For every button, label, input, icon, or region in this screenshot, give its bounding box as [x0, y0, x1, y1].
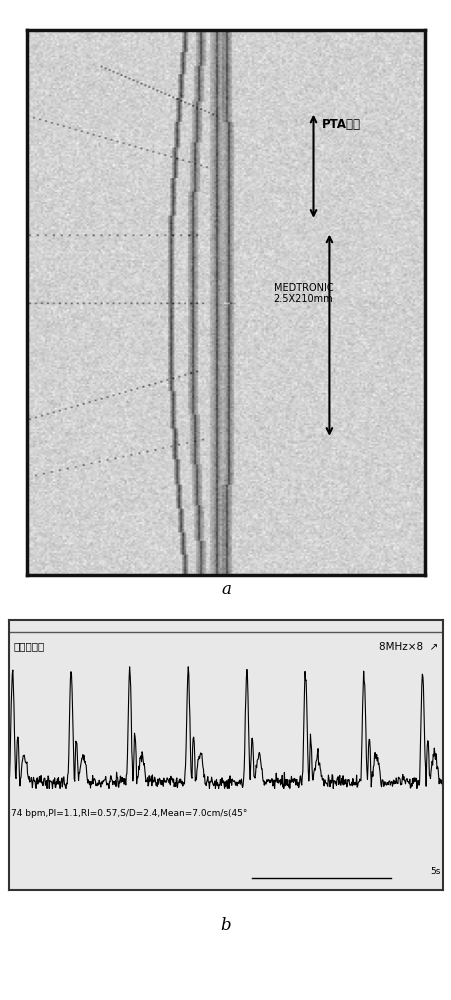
Text: a: a [221, 582, 230, 598]
Text: PTA术后: PTA术后 [321, 118, 359, 131]
Text: 5s: 5s [429, 867, 440, 876]
Text: 8MHz×8  ↗: 8MHz×8 ↗ [378, 642, 437, 652]
Text: b: b [220, 916, 231, 934]
Text: MEDTRONIC
2.5X210mm: MEDTRONIC 2.5X210mm [273, 283, 333, 304]
Text: 左足背动脉: 左足背动脉 [14, 642, 45, 652]
Text: 74 bpm,PI=1.1,RI=0.57,S/D=2.4,Mean=7.0cm/s(45°: 74 bpm,PI=1.1,RI=0.57,S/D=2.4,Mean=7.0cm… [11, 809, 247, 818]
